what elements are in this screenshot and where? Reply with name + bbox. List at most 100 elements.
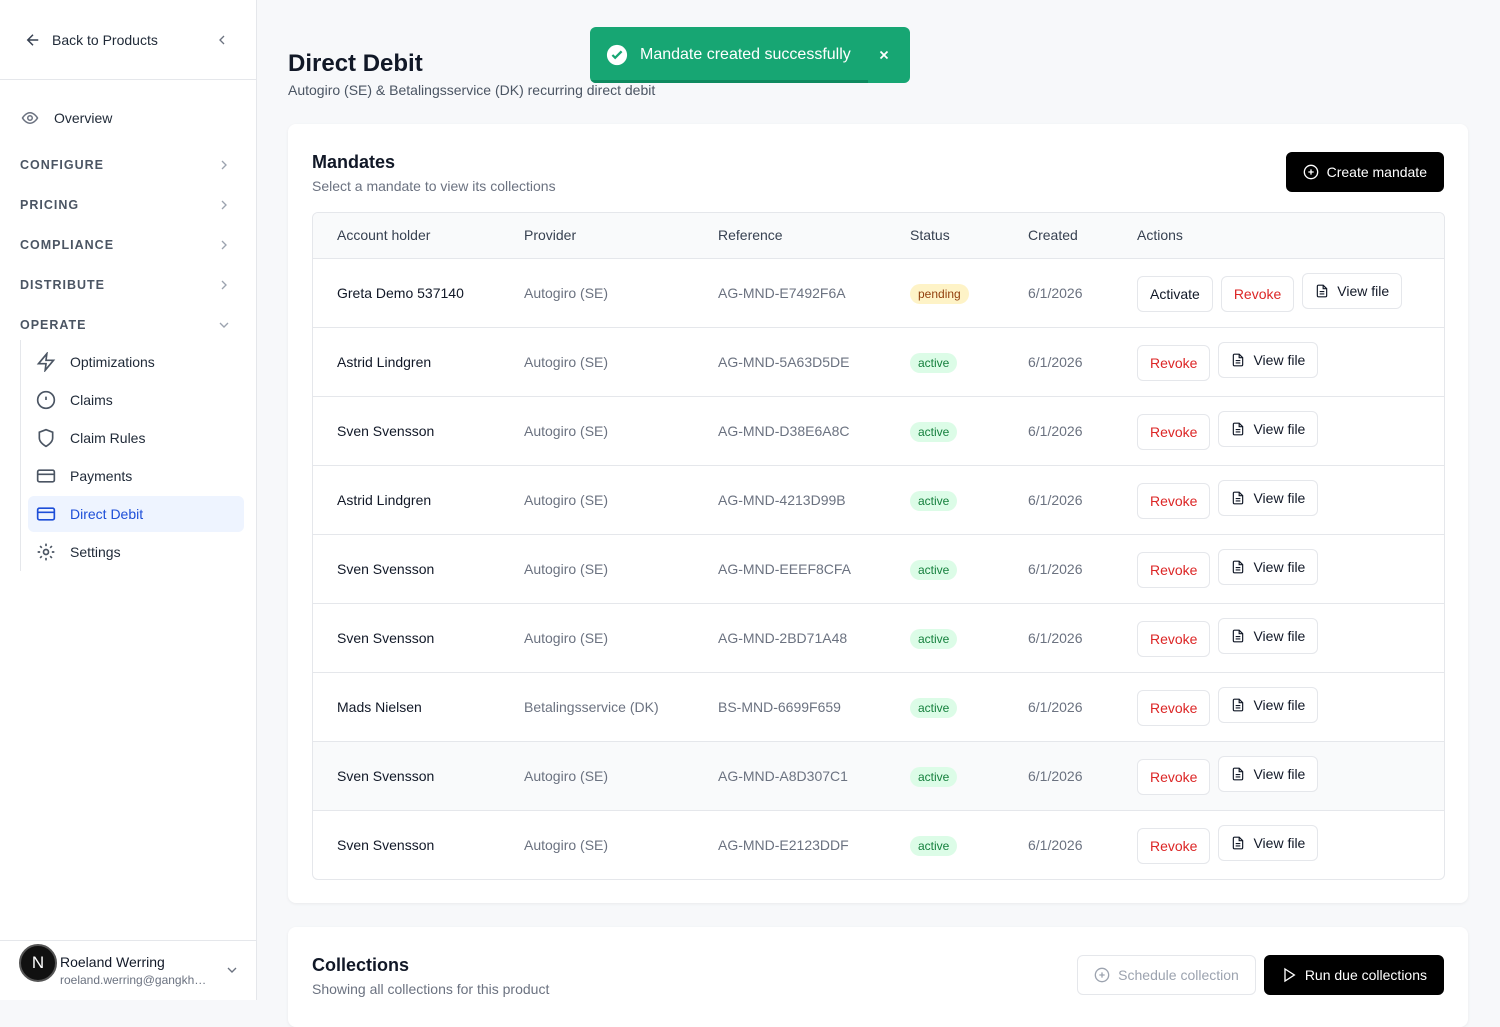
status-cell: active [909, 672, 1027, 742]
column-header: Actions [1136, 213, 1444, 259]
mandate-row[interactable]: Sven Svensson Autogiro (SE) AG-MND-A8D307C… [313, 741, 1444, 811]
action-button[interactable]: Revoke [1137, 759, 1211, 795]
sidebar: Back to Products Overview CONFIGURE PRICI… [0, 0, 257, 1000]
back-link[interactable]: Back to Products [24, 31, 158, 49]
status-badge: active [910, 628, 958, 649]
action-button[interactable]: Revoke [1137, 483, 1211, 519]
mandate-row[interactable]: Astrid Lindgren Autogiro (SE) AG-MND-4213D… [313, 465, 1444, 535]
account-holder-cell: Sven Svensson [313, 603, 523, 673]
mandate-row[interactable]: Astrid Lindgren Autogiro (SE) AG-MND-5A63D… [313, 327, 1444, 397]
status-badge: active [910, 490, 958, 511]
actions-cell: Revoke View file [1136, 672, 1444, 742]
nav-section[interactable]: PRICING [20, 197, 232, 213]
nav-item[interactable]: Claim Rules [28, 420, 244, 456]
provider-cell: Autogiro (SE) [523, 741, 717, 811]
avatar: N [19, 944, 57, 982]
schedule-button[interactable]: Schedule collection [1077, 955, 1256, 995]
reference-cell: AG-MND-E7492F6A [717, 258, 909, 328]
toast: Mandate created successfully [590, 27, 910, 83]
action-button[interactable]: Revoke [1137, 345, 1211, 381]
action-button[interactable]: View file [1218, 825, 1319, 862]
button-text: Revoke [1150, 493, 1198, 509]
column-header: Provider [523, 213, 717, 259]
created-cell: 6/1/2026 [1028, 836, 1083, 853]
column-header: Created [1027, 213, 1136, 259]
button-text: Activate [1150, 286, 1200, 302]
mandate-row[interactable]: Sven Svensson Autogiro (SE) AG-MND-2BD71A4… [313, 603, 1444, 673]
button-text: View file [1253, 697, 1306, 713]
action-button[interactable]: Revoke [1220, 276, 1295, 312]
button-text: View file [1253, 628, 1306, 644]
action-button[interactable]: View file [1218, 342, 1319, 378]
action-button[interactable]: View file [1218, 411, 1319, 447]
reference-cell: AG-MND-E2123DDF [718, 836, 849, 853]
main: Direct Debit Autogiro (SE) & Betalingsse… [257, 0, 1500, 1027]
status-cell: active [909, 741, 1027, 811]
section-label: COMPLIANCE [20, 238, 115, 252]
nav-section[interactable]: COMPLIANCE [20, 237, 232, 253]
action-button[interactable]: View file [1218, 549, 1319, 585]
action-button[interactable]: View file [1218, 480, 1319, 516]
nav-label: Optimizations [70, 354, 155, 370]
collapse-icon[interactable] [214, 32, 230, 48]
nav-item[interactable]: Optimizations [28, 344, 244, 380]
column-header: Status [909, 213, 1027, 259]
mandate-row[interactable]: Mads Nielsen Betalingsservice (DK) BS-MND-… [313, 672, 1444, 742]
status-badge: active [910, 835, 958, 856]
button-text: View file [1253, 490, 1306, 506]
create-button[interactable]: Create mandate [1285, 152, 1444, 192]
mandate-row[interactable]: Sven Svensson Autogiro (SE) AG-MND-E2123DD… [313, 810, 1444, 879]
action-button[interactable]: Revoke [1137, 552, 1211, 588]
nav-item[interactable]: Settings [28, 534, 244, 570]
toast-message: Mandate created successfully [640, 46, 851, 63]
created-cell: 6/1/2026 [1027, 603, 1136, 673]
card-title: Collections [312, 955, 410, 975]
status-badge: pending [910, 283, 969, 304]
nav-section[interactable]: DISTRIBUTE [20, 277, 232, 293]
action-button[interactable]: Revoke [1137, 414, 1211, 450]
created-cell: 6/1/2026 [1027, 258, 1136, 328]
nav-item[interactable]: Direct Debit [28, 496, 244, 532]
card-subtitle: Select a mandate to view its collections [312, 178, 556, 194]
account-holder-cell: Astrid Lindgren [313, 465, 523, 535]
action-button[interactable]: Revoke [1137, 621, 1211, 657]
status-cell: active [909, 810, 1027, 879]
button-text: Create mandate [1326, 164, 1427, 180]
provider-cell: Autogiro (SE) [523, 603, 717, 673]
card-title: Mandates [312, 152, 396, 172]
button-text: View file [1253, 352, 1306, 368]
action-button[interactable]: View file [1218, 687, 1319, 723]
button-text: View file [1253, 559, 1306, 575]
nav-label: Settings [70, 544, 121, 560]
provider-cell: Autogiro (SE) [523, 465, 717, 535]
nav-section[interactable]: OPERATE [20, 317, 232, 333]
nav-item[interactable]: Claims [28, 382, 244, 418]
section-label: CONFIGURE [20, 158, 104, 172]
nav-section[interactable]: CONFIGURE [20, 157, 232, 173]
provider-cell: Autogiro (SE) [523, 327, 717, 397]
mandate-row[interactable]: Sven Svensson Autogiro (SE) AG-MND-D38E6A8… [313, 396, 1444, 466]
mandates-table: Account holder Provider Reference Status Cre… [313, 213, 1444, 879]
reference-cell: AG-MND-2BD71A48 [717, 603, 909, 673]
action-button[interactable]: View file [1218, 618, 1319, 654]
actions-cell: Revoke View file [1136, 741, 1444, 811]
run-button[interactable]: Run due collections [1263, 955, 1444, 995]
overview-link[interactable]: Overview [20, 109, 112, 127]
toast-close[interactable] [877, 48, 891, 62]
button-text: Schedule collection [1118, 967, 1239, 983]
mandate-row[interactable]: Greta Demo 537140 Autogiro (SE) AG-MND-E74… [313, 258, 1444, 328]
column-header: Reference [717, 213, 909, 259]
action-button[interactable]: Activate [1137, 276, 1213, 312]
mandate-row[interactable]: Sven Svensson Autogiro (SE) AG-MND-EEEF8CF… [313, 534, 1444, 604]
action-button[interactable]: Revoke [1137, 828, 1211, 865]
user-menu[interactable] [224, 962, 240, 978]
account-holder-cell: Astrid Lindgren [313, 327, 523, 397]
actions-cell: Revoke View file [1136, 603, 1444, 673]
nav-item[interactable]: Payments [28, 458, 244, 494]
overview-text: Overview [54, 110, 113, 126]
action-button[interactable]: Revoke [1137, 690, 1211, 726]
action-button[interactable]: View file [1218, 756, 1319, 792]
action-button[interactable]: View file [1302, 273, 1403, 309]
status-cell: active [909, 327, 1027, 397]
